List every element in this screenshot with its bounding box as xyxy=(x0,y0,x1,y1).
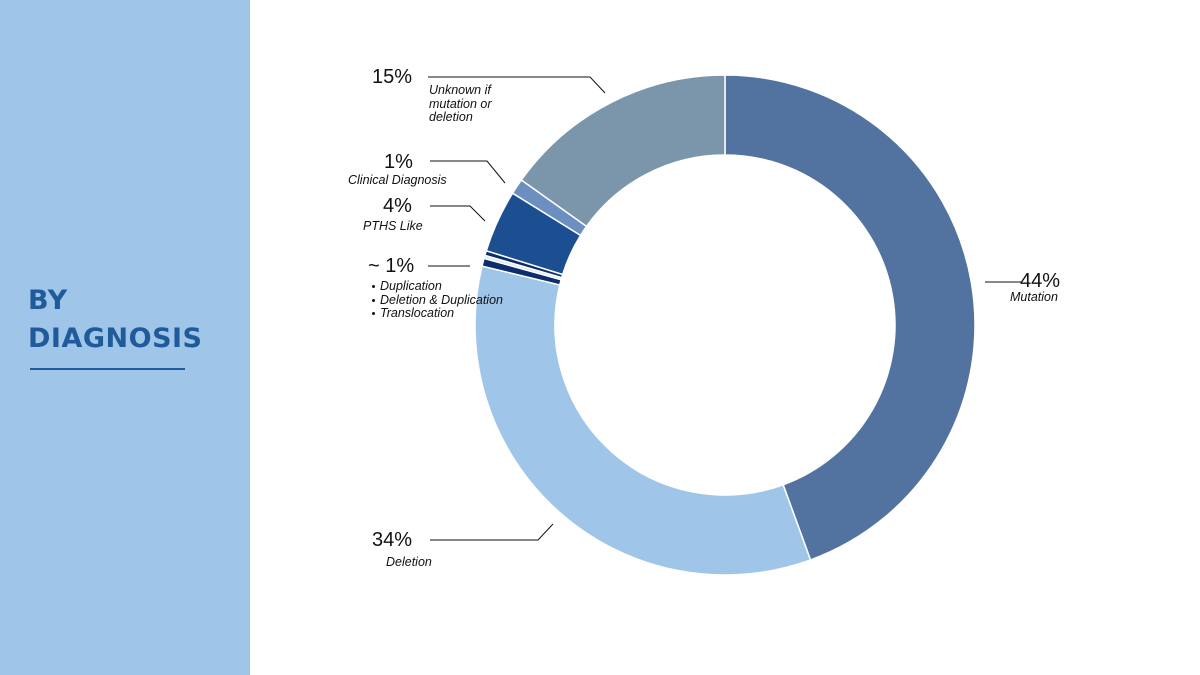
group-label: ~ 1% xyxy=(368,255,415,277)
leader-line xyxy=(428,76,606,94)
value-label: 34% xyxy=(372,529,413,551)
title-rule xyxy=(30,368,185,370)
category-label: Duplication xyxy=(371,279,442,294)
leader-line xyxy=(430,160,506,184)
value-label: 4% xyxy=(383,195,412,217)
donut-slice xyxy=(724,74,976,561)
category-label: Clinical Diagnosis xyxy=(348,173,447,187)
donut-slice xyxy=(520,74,726,228)
category-label: PTHS Like xyxy=(363,219,423,233)
leader-line xyxy=(430,205,486,222)
value-label: 1% xyxy=(384,151,413,173)
leader-line xyxy=(430,523,554,541)
category-label: Translocation xyxy=(371,306,454,321)
category-label: Unknown if mutation or deletion xyxy=(429,83,492,124)
value-label: 15% xyxy=(372,66,413,88)
donut-slice xyxy=(474,265,812,576)
category-label: Mutation xyxy=(1010,290,1058,304)
side-panel xyxy=(0,0,250,675)
category-label: Deletion xyxy=(386,555,432,569)
slide-title: BY DIAGNOSIS xyxy=(28,285,203,354)
value-label: 44% xyxy=(1020,270,1061,292)
category-label: Deletion & Duplication xyxy=(371,293,503,308)
